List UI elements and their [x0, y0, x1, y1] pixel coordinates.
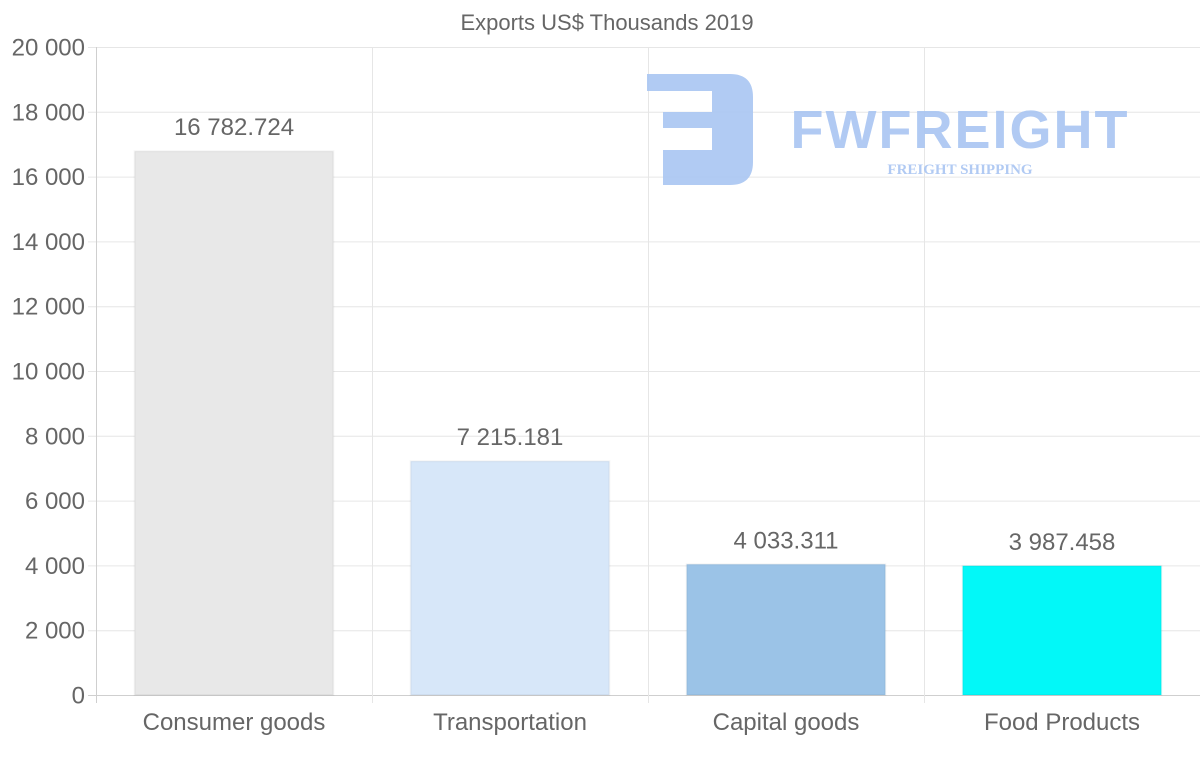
y-tick-label: 6 000 — [25, 488, 85, 515]
y-tick-label: 4 000 — [25, 553, 85, 580]
bar — [685, 563, 887, 697]
labels: 0 2 000 4 000 6 000 8 000 10 000 12 000 14 000 1… — [12, 35, 1140, 737]
y-tick-label: 12 000 — [12, 294, 85, 321]
y-tick-label: 14 000 — [12, 229, 85, 256]
bars — [133, 150, 1163, 697]
y-tick-label: 8 000 — [25, 423, 85, 450]
y-tick-label: 2 000 — [25, 618, 85, 645]
data-label: 16 782.724 — [174, 114, 294, 141]
x-tick-label: Food Products — [984, 709, 1140, 736]
bar — [961, 564, 1163, 696]
logo-tagline-text: FREIGHT SHIPPING — [887, 162, 1032, 178]
y-tick-label: 18 000 — [12, 99, 85, 126]
y-tick-label: 20 000 — [12, 35, 85, 62]
bar — [133, 150, 335, 696]
y-tick-label: 10 000 — [12, 359, 85, 386]
data-label: 7 215.181 — [457, 424, 564, 451]
bar — [409, 460, 611, 697]
y-tick-label: 0 — [72, 683, 85, 710]
data-label: 4 033.311 — [734, 527, 839, 554]
logo-mark-icon — [647, 74, 753, 185]
x-tick-label: Capital goods — [713, 709, 860, 736]
x-tick-label: Consumer goods — [143, 709, 326, 736]
logo-brand-text: FWFREIGHT — [791, 100, 1130, 160]
x-tick-label: Transportation — [433, 709, 587, 736]
data-label: 3 987.458 — [1009, 529, 1116, 556]
y-tick-label: 16 000 — [12, 164, 85, 191]
chart-title: Exports US$ Thousands 2019 — [460, 10, 753, 35]
fwfreight-logo-watermark: FWFREIGHT FREIGHT SHIPPING — [647, 74, 1130, 185]
